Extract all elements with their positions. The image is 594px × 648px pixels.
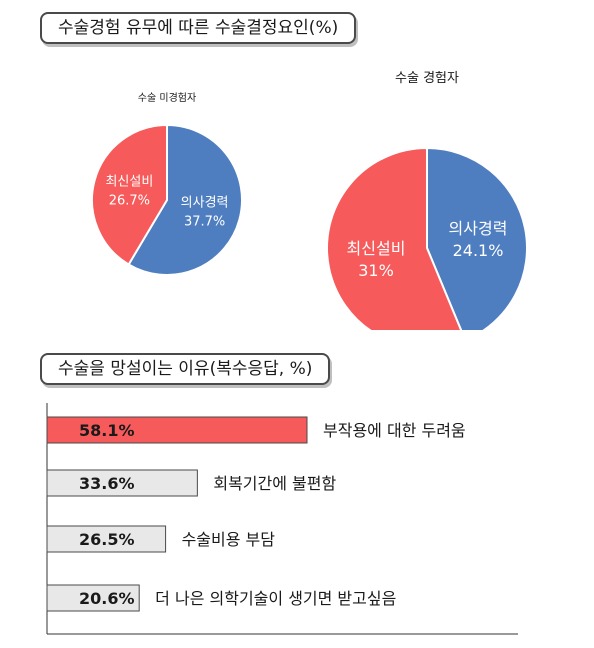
pie-slice-value: 37.7% xyxy=(184,214,225,229)
pie-slice xyxy=(127,123,243,276)
pie-title: 수술 미경험자 xyxy=(138,91,196,104)
bar-value-label: 20.6% xyxy=(79,589,135,608)
pie-slice-label: 최신설비 xyxy=(347,239,406,258)
bar-chart: 58.1% 부작용에 대한 두려움 33.6% 회복기간에 불편함 26.5% 수술비용 … xyxy=(46,403,518,635)
pie-slice-label: 의사경력 xyxy=(449,219,508,238)
bar-value-label: 33.6% xyxy=(79,474,135,493)
bar-value-label: 26.5% xyxy=(79,530,135,549)
bar-category-label: 더 나은 의학기술이 생기면 받고싶음 xyxy=(155,589,396,608)
pie-slice-label: 의사경력 xyxy=(181,195,229,210)
bar xyxy=(46,584,140,612)
pie-slice xyxy=(326,146,463,330)
pie-slice-value: 24.1% xyxy=(453,241,504,260)
pie-slice-label: 최신설비 xyxy=(105,175,153,190)
bar-category-label: 부작용에 대한 두려움 xyxy=(323,421,466,440)
pie-slice-value: 31% xyxy=(358,261,394,280)
bar-category-label: 회복기간에 불편함 xyxy=(213,474,336,493)
pie-title: 수술 경험자 xyxy=(395,71,459,86)
bar xyxy=(46,525,167,553)
pie-slice xyxy=(426,146,528,330)
bar-value-label: 58.1% xyxy=(79,421,135,440)
bar xyxy=(46,416,308,444)
bar-section-title: 수술을 망설이는 이유(복수응답, %) xyxy=(40,353,331,385)
bar-category-label: 수술비용 부담 xyxy=(182,530,276,549)
pie-slice xyxy=(91,123,168,266)
pie-slice-value: 26.7% xyxy=(109,194,150,209)
bar xyxy=(46,469,198,497)
pie-section-title: 수술경험 유무에 따른 수술결정요인(%) xyxy=(40,12,357,44)
